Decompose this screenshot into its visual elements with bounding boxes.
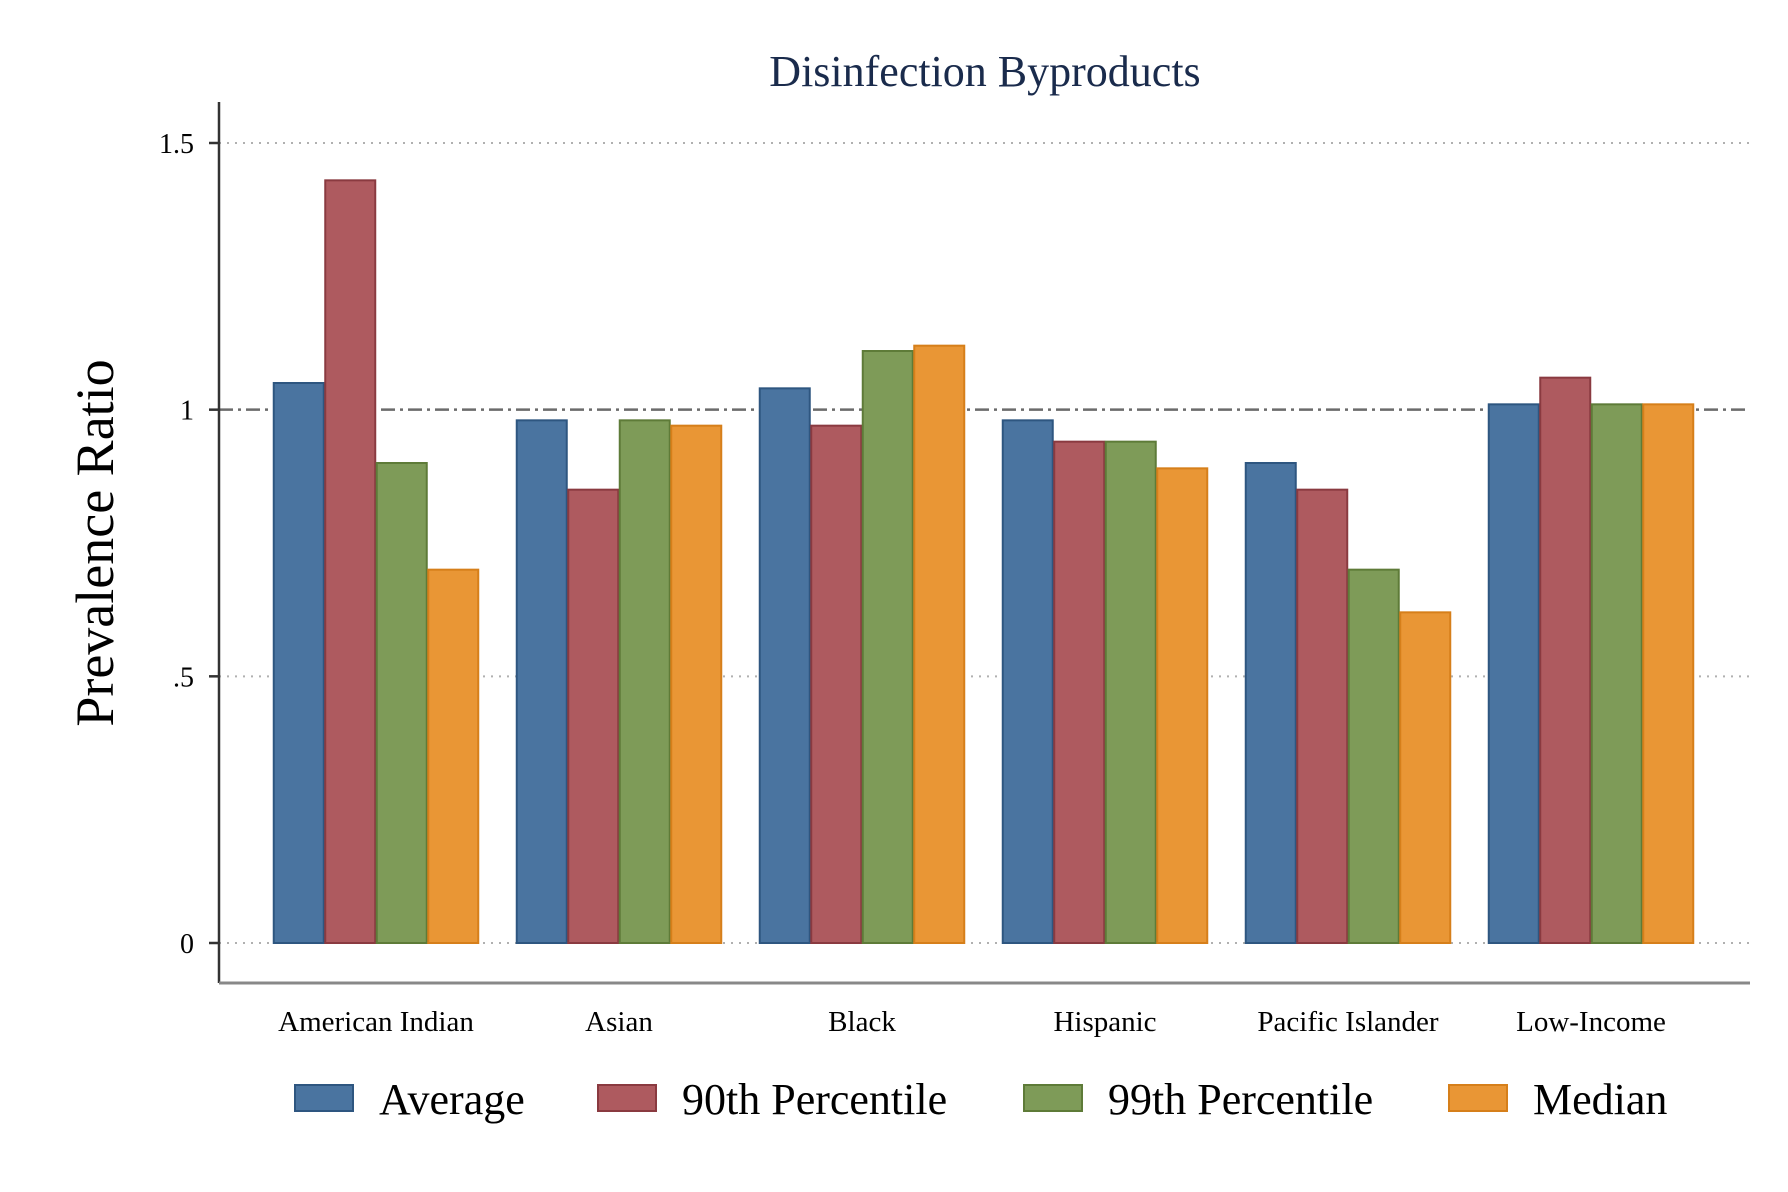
bar: [1590, 403, 1643, 945]
x-category-label: American Indian: [278, 1006, 474, 1038]
y-axis-label: Prevalence Ratio: [65, 359, 125, 726]
x-category-label: Low-Income: [1516, 1006, 1666, 1038]
bar: [272, 382, 325, 944]
bar: [758, 387, 811, 945]
bar: [1539, 376, 1592, 944]
legend-swatch: [294, 1084, 354, 1112]
bar: [1296, 488, 1349, 944]
y-tick-labels: 0 .5 1 1.5: [159, 129, 194, 960]
bar: [1347, 568, 1400, 945]
axes: [209, 102, 1750, 985]
x-category-label: Hispanic: [1053, 1006, 1156, 1038]
y-tick-label: 1.5: [159, 129, 194, 160]
x-category-labels: American Indian Asian Black Hispanic Pacific…: [278, 1006, 1666, 1038]
legend-label: Average: [379, 1075, 525, 1124]
bar: [1001, 419, 1054, 945]
chart-title: Disinfection Byproducts: [769, 47, 1200, 96]
bar: [427, 568, 480, 945]
legend-swatch: [597, 1084, 657, 1112]
y-tick-label: 1: [180, 396, 194, 427]
bar: [670, 424, 723, 944]
bar: [1053, 440, 1106, 944]
legend-label: Median: [1533, 1075, 1667, 1124]
bar: [810, 424, 863, 944]
bar: [1487, 403, 1540, 945]
legend-swatch: [1448, 1084, 1508, 1112]
bar: [324, 179, 377, 945]
x-category-label: Pacific Islander: [1257, 1006, 1439, 1038]
bar: [1642, 403, 1695, 945]
bar: [913, 344, 966, 944]
legend-label: 99th Percentile: [1108, 1075, 1373, 1124]
bar: [567, 488, 620, 944]
bar: [1104, 440, 1157, 944]
y-tick-label: 0: [180, 929, 194, 960]
bars-group: [272, 179, 1695, 945]
y-tick-label: .5: [173, 662, 194, 693]
legend-swatch: [1023, 1084, 1083, 1112]
bar: [1156, 467, 1209, 944]
bar: [618, 419, 671, 945]
bar: [1399, 611, 1452, 944]
x-category-label: Black: [828, 1006, 896, 1038]
legend: Average 90th Percentile 99th Percentile Med…: [294, 1075, 1667, 1124]
legend-label: 90th Percentile: [682, 1075, 947, 1124]
bar: [375, 462, 428, 944]
x-category-label: Asian: [585, 1006, 653, 1038]
bar: [515, 419, 568, 945]
bar: [1244, 462, 1297, 944]
bar: [861, 350, 914, 944]
